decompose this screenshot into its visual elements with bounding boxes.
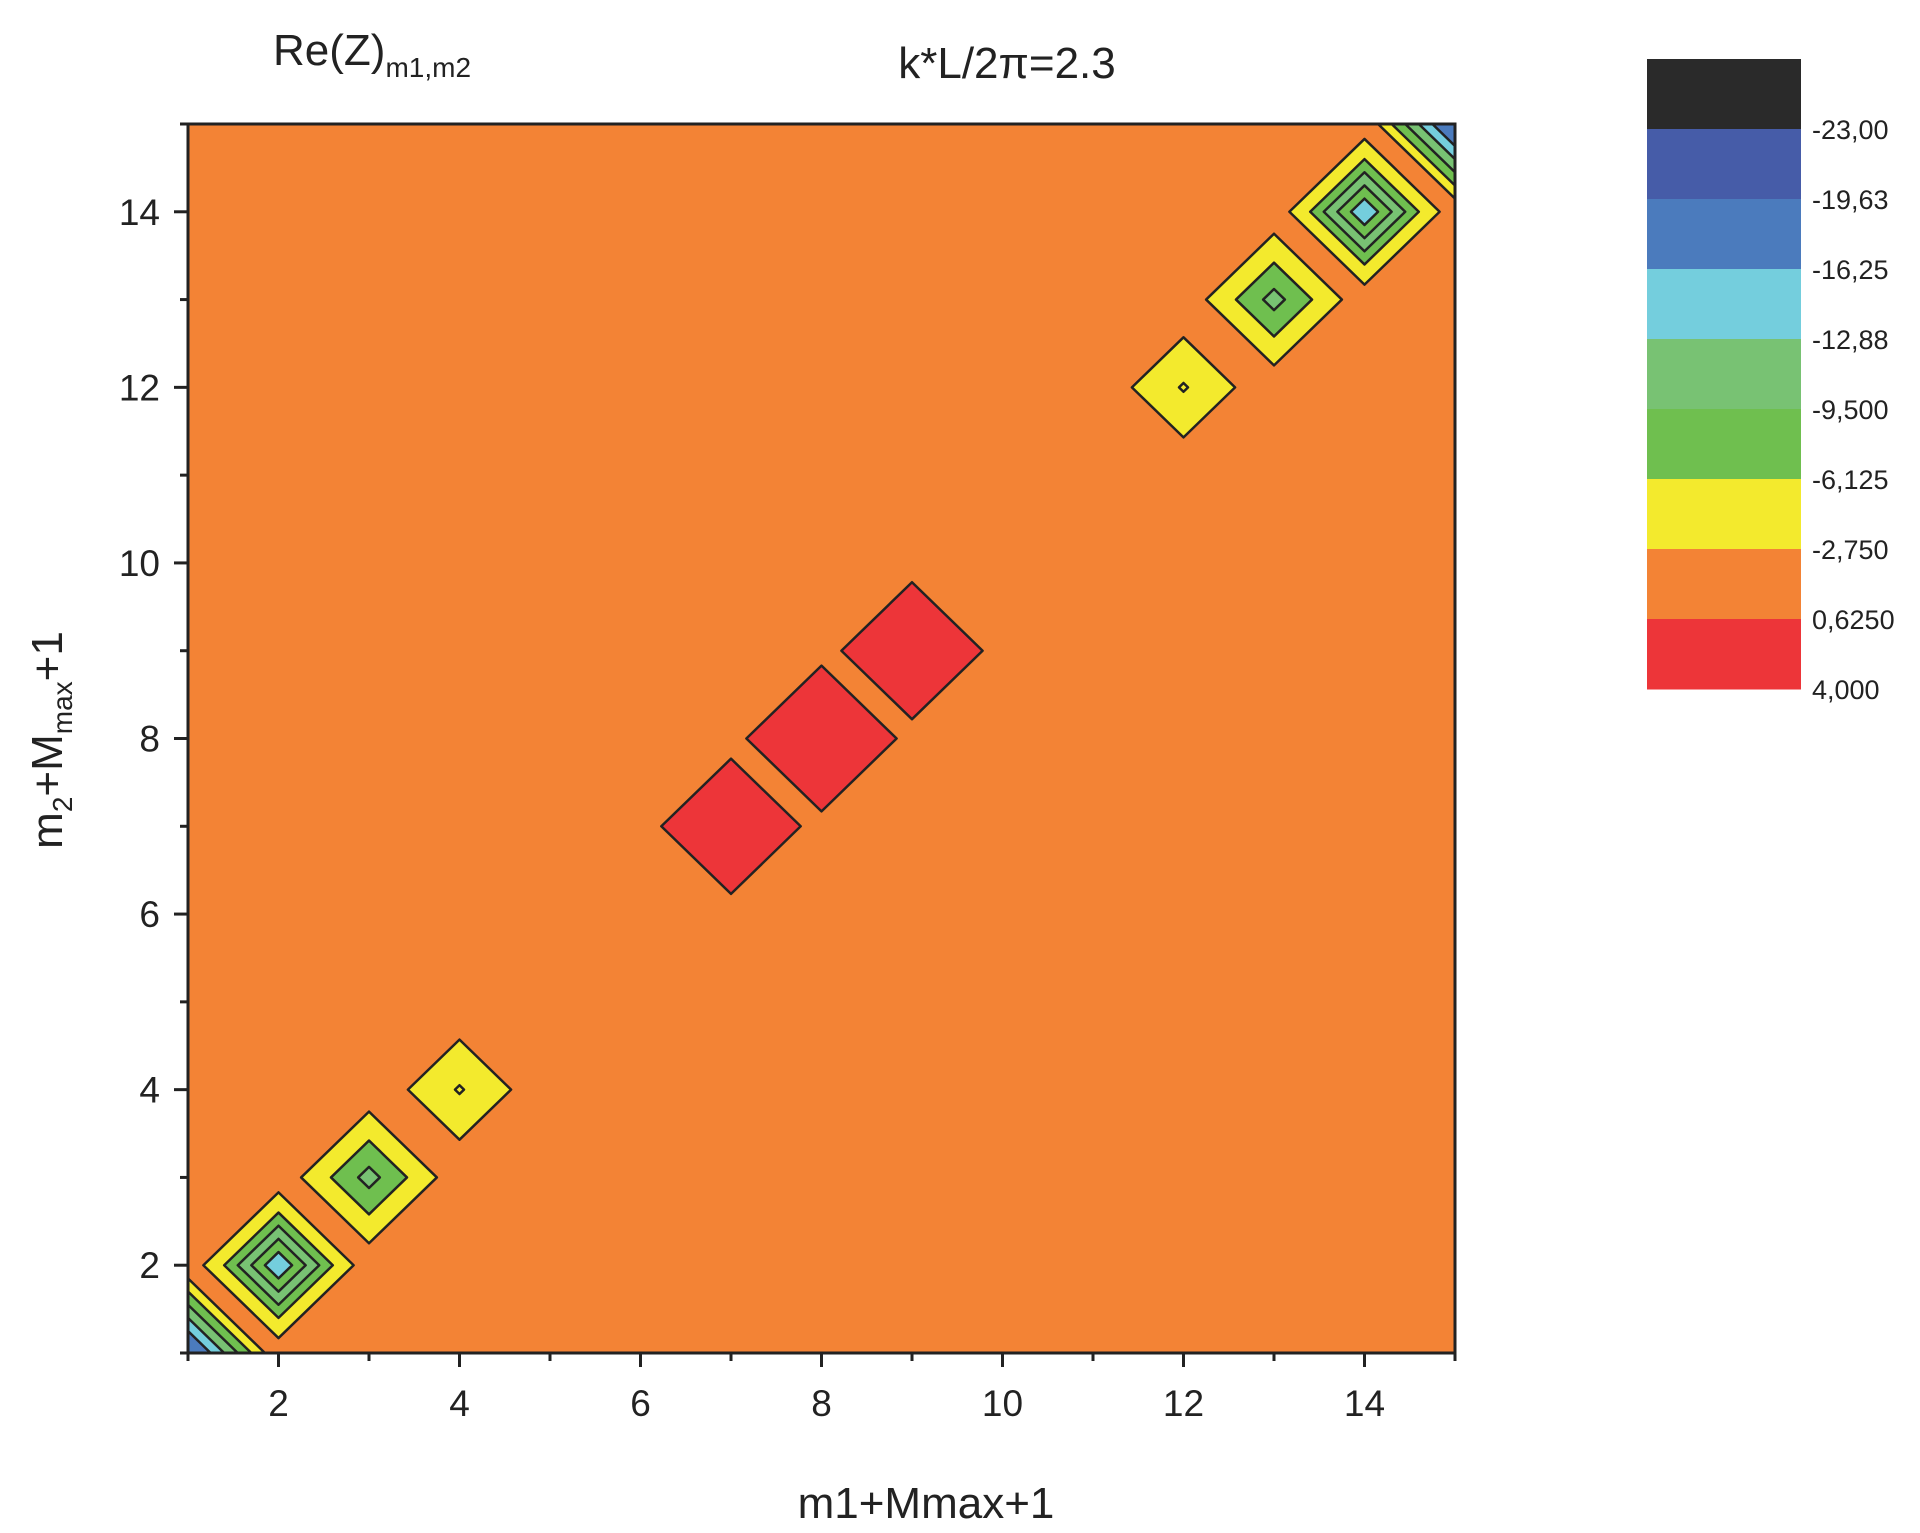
colorbar-label: -2,750 — [1812, 535, 1889, 565]
contour-diamond — [453, 1084, 466, 1096]
colorbar-label: -23,00 — [1812, 115, 1889, 145]
title-right: k*L/2π=2.3 — [898, 39, 1116, 88]
colorbar-swatch — [1647, 129, 1801, 200]
contour-diamond — [840, 580, 984, 721]
colorbar-label: -16,25 — [1812, 255, 1889, 285]
contour-diamond — [745, 664, 898, 813]
colorbar-swatch — [1647, 269, 1801, 340]
x-tick-label: 2 — [268, 1383, 289, 1424]
contour-diamond — [1261, 287, 1287, 312]
title-left: Re(Z)m1,m2 — [273, 26, 471, 83]
y-tick-label: 12 — [119, 367, 160, 408]
contour-diamond — [660, 757, 802, 896]
contour-diamond — [356, 1165, 382, 1190]
contour-diamond — [1349, 197, 1380, 227]
y-axis-title: m2+Mmax+1 — [23, 631, 78, 849]
y-tick-label: 6 — [139, 894, 160, 935]
axis-ticks: 2 4 6 8 10 12 14 2 4 6 8 10 12 14 — [119, 122, 1457, 1424]
y-tick-label: 4 — [139, 1070, 160, 1111]
contour-diamond — [1431, 124, 1455, 148]
y-tick-label: 10 — [119, 543, 160, 584]
colorbar-swatch — [1647, 339, 1801, 410]
colorbar-label: -9,500 — [1812, 395, 1889, 425]
colorbar-swatch — [1647, 619, 1801, 690]
colorbar-swatch — [1647, 59, 1801, 130]
colorbar-label: 0,6250 — [1812, 605, 1895, 635]
x-tick-label: 4 — [449, 1383, 470, 1424]
colorbar-swatch — [1647, 479, 1801, 550]
colorbar-label: -19,63 — [1812, 185, 1889, 215]
y-tick-label: 14 — [119, 192, 160, 233]
y-tick-label: 2 — [139, 1245, 160, 1286]
x-tick-label: 14 — [1344, 1383, 1385, 1424]
contour-diamond — [188, 1329, 212, 1353]
y-tick-label: 8 — [139, 719, 160, 760]
x-axis-title: m1+Mmax+1 — [798, 1479, 1055, 1528]
x-tick-label: 10 — [982, 1383, 1023, 1424]
colorbar: -23,00 -19,63 -16,25 -12,88 -9,500 -6,125 -2,7… — [1647, 59, 1895, 705]
colorbar-swatch — [1647, 409, 1801, 480]
contour-features — [188, 124, 1455, 1353]
colorbar-swatch — [1647, 199, 1801, 270]
x-tick-label: 8 — [811, 1383, 832, 1424]
contour-diamond — [1177, 381, 1190, 393]
colorbar-swatch — [1647, 549, 1801, 620]
colorbar-label: -6,125 — [1812, 465, 1889, 495]
contour-diamond — [263, 1250, 294, 1280]
colorbar-label: -12,88 — [1812, 325, 1889, 355]
x-tick-label: 12 — [1163, 1383, 1204, 1424]
colorbar-label: 4,000 — [1812, 675, 1880, 705]
x-tick-label: 6 — [630, 1383, 651, 1424]
